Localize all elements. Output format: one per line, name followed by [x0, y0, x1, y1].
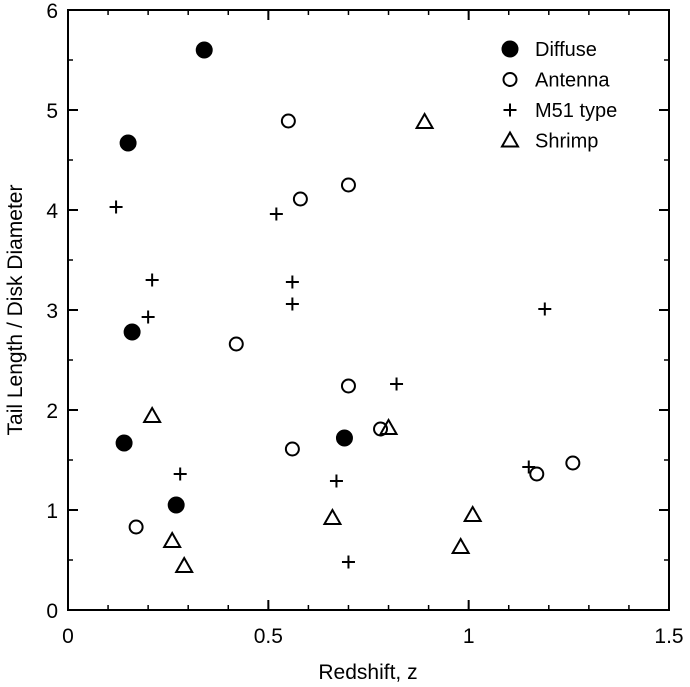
m51-type-point [522, 460, 536, 474]
legend: Diffuse Antenna M51 type Shrimp [500, 39, 617, 153]
m51-type-point [285, 275, 299, 289]
antenna-point [565, 455, 581, 471]
m51-type-point [285, 297, 299, 311]
legend-label-m51-type: M51 type [535, 100, 617, 122]
m51-type-point [109, 200, 123, 214]
legend-marker-diffuse [501, 40, 519, 58]
shrimp-point [414, 111, 435, 129]
m51-type-point [173, 467, 187, 481]
x-tick-label: 1.5 [654, 625, 683, 648]
diffuse-point [115, 434, 133, 452]
legend-marker-shrimp [500, 130, 520, 148]
shrimp-point [142, 405, 162, 423]
y-tick-label: 1 [46, 500, 58, 523]
y-tick-label: 5 [46, 100, 58, 123]
shrimp-point [462, 504, 483, 522]
legend-marker-m51-type [503, 103, 517, 117]
x-tick-label: 0 [62, 625, 74, 648]
diffuse-point [195, 41, 213, 59]
antenna-point [128, 519, 144, 535]
legend-label-diffuse: Diffuse [535, 39, 597, 61]
y-axis-label: Tail Length / Disk Diameter [4, 185, 27, 436]
antenna-point [340, 378, 356, 394]
antenna-point [340, 177, 356, 193]
antenna-point [228, 336, 244, 352]
m51-type-point [390, 377, 404, 391]
y-tick-label: 0 [46, 600, 58, 623]
shrimp-point [162, 530, 182, 548]
shrimp-point [322, 507, 343, 525]
plot-frame [67, 9, 670, 611]
diffuse-point [335, 429, 353, 447]
data-points [109, 41, 581, 573]
shrimp-point [174, 555, 194, 573]
m51-type-point [341, 555, 355, 569]
shrimp-point [450, 536, 471, 554]
m51-type-point [329, 474, 343, 488]
y-tick-label: 6 [46, 0, 58, 23]
x-tick-label: 0.5 [254, 625, 283, 648]
y-tick-label: 3 [46, 300, 58, 323]
diffuse-point [119, 134, 137, 152]
antenna-point [529, 466, 545, 482]
y-tick-label: 2 [46, 400, 58, 423]
x-tick-label: 1 [463, 625, 475, 648]
shrimp-point [378, 417, 399, 435]
diffuse-point [167, 496, 185, 514]
legend-label-antenna: Antenna [535, 70, 610, 92]
diffuse-point [123, 323, 141, 341]
antenna-point [373, 421, 389, 437]
y-tick-label: 4 [46, 200, 58, 223]
antenna-point [292, 191, 308, 207]
m51-type-point [145, 273, 159, 287]
m51-type-point [538, 302, 552, 316]
tick-labels: 0 0.5 1 1.5 0 1 2 3 4 5 6 [46, 0, 683, 648]
m51-type-point [269, 207, 283, 221]
antenna-point [284, 441, 300, 457]
legend-marker-antenna [502, 72, 518, 87]
legend-label-shrimp: Shrimp [535, 131, 598, 153]
m51-type-point [141, 310, 155, 324]
antenna-point [280, 113, 296, 129]
x-axis-label: Redshift, z [318, 661, 417, 684]
